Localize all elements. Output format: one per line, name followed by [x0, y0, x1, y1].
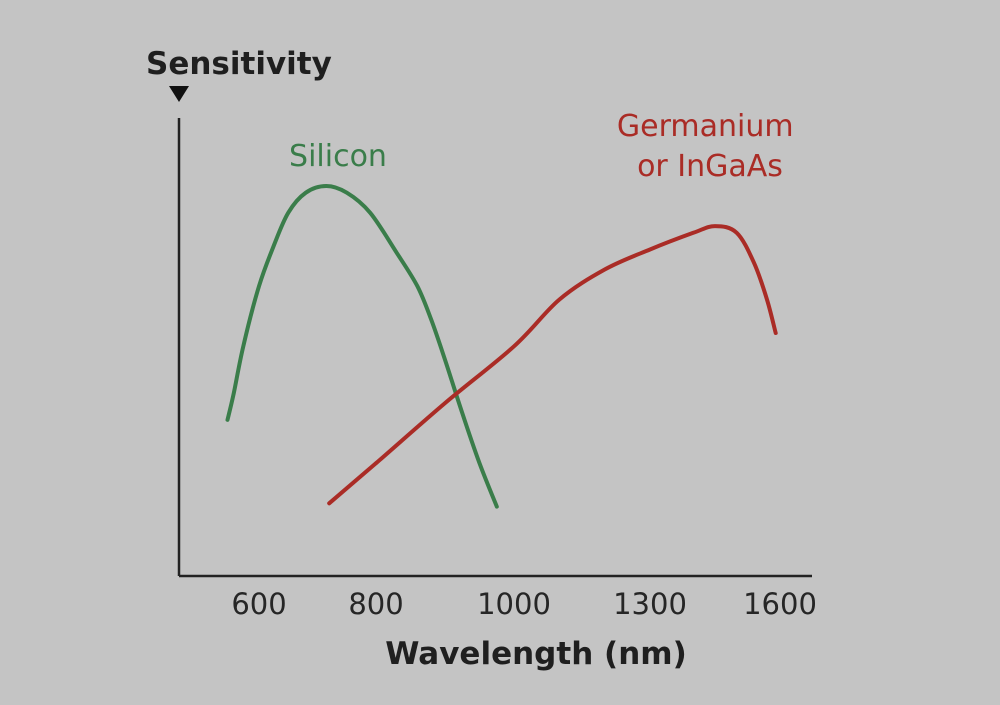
series-label-line: or InGaAs	[637, 149, 783, 184]
series-lines	[225, 184, 778, 509]
x-tick-label: 1300	[613, 587, 687, 621]
silicon-curve	[225, 184, 499, 509]
x-axis-label: Wavelength (nm)	[385, 636, 687, 672]
x-tick-label: 1000	[477, 587, 551, 621]
y-axis-label: Sensitivity	[146, 46, 332, 82]
series-label-silicon: Silicon	[289, 139, 387, 174]
series-label-germanium: Germanium or InGaAs	[617, 109, 803, 184]
y-axis-arrow	[169, 86, 189, 102]
x-tick-label: 800	[348, 587, 403, 621]
x-tick-label: 600	[231, 587, 286, 621]
series-label-line: Germanium	[617, 109, 794, 144]
germanium-ingaas-curve	[327, 224, 778, 506]
axes	[169, 86, 812, 578]
x-tick-label: 1600	[743, 587, 817, 621]
x-tick-labels: 600 800 1000 1300 1600	[231, 587, 817, 621]
